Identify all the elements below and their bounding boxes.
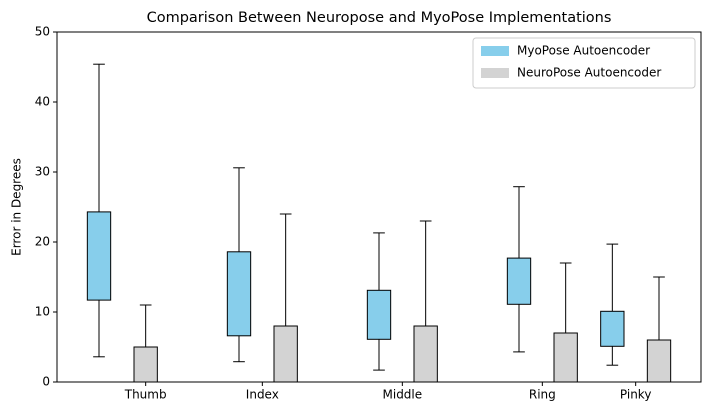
y-tick-label: 20 [35,235,50,249]
y-axis-label: Error in Degrees [10,158,24,256]
y-tick-label: 30 [35,165,50,179]
plot-frame [56,31,702,383]
legend-label: NeuroPose Autoencoder [517,66,661,80]
box [366,289,392,340]
box [506,257,532,305]
x-tick-label: Thumb [124,388,167,402]
legend-swatch [481,46,509,56]
box [600,310,625,347]
box [133,346,158,383]
x-tick-label: Ring [529,388,556,402]
x-tick-label: Middle [383,388,423,402]
legend-label: MyoPose Autoencoder [517,44,650,58]
y-tick-label: 10 [35,305,50,319]
y-tick-label: 40 [35,95,50,109]
box [226,251,252,337]
chart-title: Comparison Between Neuropose and MyoPose… [147,10,612,26]
box [86,211,112,301]
box [646,339,672,383]
box [273,325,298,383]
box [413,325,438,383]
x-tick-label: Pinky [620,388,652,402]
legend-box [472,37,696,89]
box [553,332,578,383]
x-tick-label: Index [246,388,279,402]
y-tick-label: 50 [35,25,50,39]
y-tick-label: 0 [42,375,50,389]
legend-swatch [481,68,509,78]
